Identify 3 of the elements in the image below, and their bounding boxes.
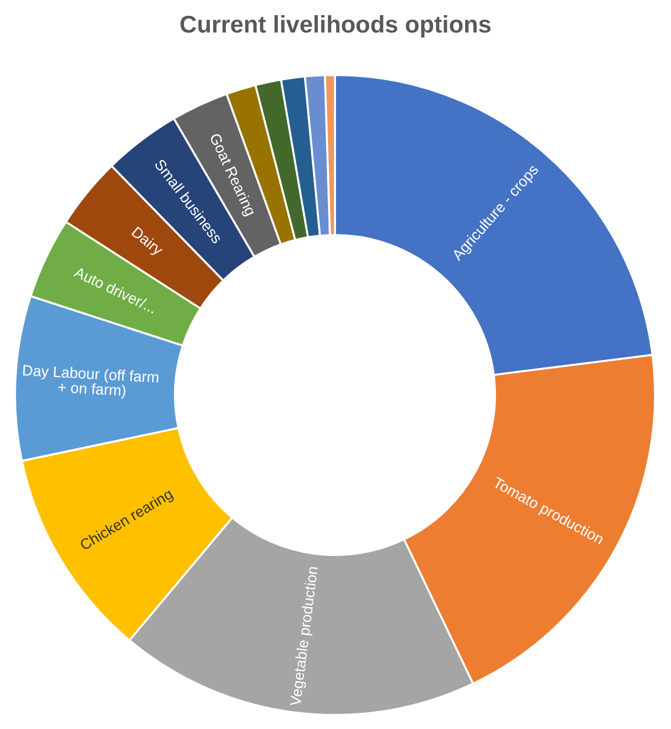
slice-label: Vegetable production <box>287 565 322 707</box>
chart-title: Current livelihoods options <box>179 12 492 38</box>
slice-label: Day Labour (off farm + on farm) <box>22 362 164 400</box>
